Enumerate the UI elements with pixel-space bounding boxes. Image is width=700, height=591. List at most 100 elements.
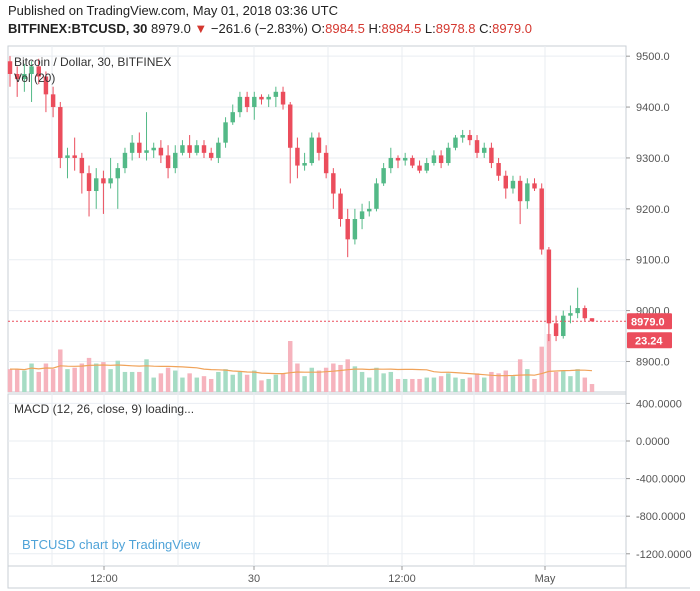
candle-body <box>359 211 365 219</box>
candle-body <box>338 193 343 219</box>
candle-body <box>194 145 200 153</box>
y-tick-label: 9200.0 <box>636 204 670 216</box>
candle-body <box>101 178 106 184</box>
volume-bar <box>525 369 530 392</box>
candle-body <box>453 137 458 148</box>
candle-body <box>381 168 386 184</box>
volume-bar <box>137 371 142 392</box>
y-tick-label: 9400.0 <box>636 102 670 114</box>
candle-body <box>388 157 394 169</box>
candle-body <box>460 135 465 138</box>
candle-body <box>316 137 322 153</box>
volume-bar <box>22 370 27 392</box>
volume-bar <box>7 369 13 392</box>
volume-bar <box>101 362 106 392</box>
volume-badge-label: 23.24 <box>635 335 663 347</box>
last-price: 8979.0 <box>151 21 191 36</box>
candle-body <box>7 61 13 74</box>
volume-bar <box>86 357 92 392</box>
candle-body <box>367 208 372 212</box>
candle-body <box>58 107 63 158</box>
volume-bar <box>374 367 379 392</box>
candle-body <box>374 183 379 209</box>
published-line: Published on TradingView.com, May 01, 20… <box>8 3 339 18</box>
volume-bar <box>438 376 444 392</box>
candle-body <box>309 137 315 164</box>
volume-bar <box>575 369 580 392</box>
x-tick-label: 30 <box>248 573 260 585</box>
volume-bar <box>561 370 566 392</box>
low-value: 8978.8 <box>435 21 476 36</box>
volume-bar <box>431 377 437 392</box>
x-tick-label: 12:00 <box>388 573 416 585</box>
chart-legend-title: Bitcoin / Dollar, 30, BITFINEX <box>14 55 171 69</box>
symbol-quote-line: BITFINEX:BTCUSD, 30 8979.0 ▼ −261.6 (−2.… <box>8 21 532 36</box>
open-label: O: <box>311 21 326 36</box>
volume-bar <box>266 378 271 392</box>
candle-body <box>108 178 113 184</box>
volume-bar <box>158 373 164 392</box>
macd-legend: MACD (12, 26, close, 9) loading... <box>14 402 194 416</box>
candle-body <box>36 66 41 77</box>
volume-bar <box>216 371 221 392</box>
candle-body <box>165 155 171 169</box>
watermark: BTCUSD chart by TradingView <box>22 537 201 552</box>
candle-body <box>510 180 516 189</box>
close-value: 8979.0 <box>492 21 532 36</box>
volume-bar <box>424 377 429 392</box>
symbol-label: BITFINEX:BTCUSD, 30 <box>8 21 148 36</box>
volume-bar <box>43 363 49 392</box>
candle-body <box>244 96 250 108</box>
volume-bar <box>273 374 279 392</box>
volume-bar <box>259 380 264 392</box>
volume-bar <box>29 363 34 392</box>
candle-body <box>65 155 70 158</box>
candle-body <box>424 163 429 171</box>
volume-bar <box>331 363 336 392</box>
y-tick-label: 8900.0 <box>636 356 670 368</box>
candle-body <box>201 145 207 153</box>
volume-bar <box>287 341 293 392</box>
candle-body <box>180 145 185 153</box>
candle-body <box>582 308 588 319</box>
candle-body <box>302 163 307 166</box>
price-pane <box>7 45 627 393</box>
volume-bar <box>467 377 473 392</box>
candle-body <box>525 183 530 202</box>
volume-bar <box>79 363 85 392</box>
volume-bar <box>546 334 552 392</box>
volume-bar <box>489 371 494 392</box>
candle-body <box>568 313 573 316</box>
volume-bar <box>503 370 509 392</box>
volume-bar <box>173 370 178 392</box>
volume-bar <box>460 378 465 392</box>
price-badge-label: 8979.0 <box>631 316 665 328</box>
volume-bar <box>474 373 480 392</box>
candle-body <box>187 145 192 153</box>
volume-bar <box>208 378 214 392</box>
candle-body <box>446 147 451 164</box>
volume-bar <box>295 363 300 392</box>
volume-bar <box>58 349 63 392</box>
candle-body <box>137 142 142 153</box>
macd-tick-label: 0.0000 <box>636 436 670 448</box>
macd-tick-label: -1200.0000 <box>636 549 692 561</box>
volume-bar <box>352 366 358 392</box>
price-change: −261.6 (−2.83%) <box>210 21 308 36</box>
volume-bar <box>144 359 149 392</box>
volume-bar <box>280 373 286 392</box>
candle-body <box>331 173 336 194</box>
candle-body <box>50 94 56 108</box>
candle-body <box>129 142 135 153</box>
candle-body <box>151 147 156 151</box>
volume-bar <box>446 373 451 392</box>
macd-tick-label: -400.0000 <box>636 474 686 486</box>
candle-body <box>287 104 293 148</box>
candle-body <box>561 315 566 337</box>
candle-body <box>14 73 20 80</box>
down-arrow-icon: ▼ <box>194 21 208 36</box>
candle-body <box>517 180 523 202</box>
volume-bar <box>381 373 386 392</box>
volume-bar <box>252 370 257 392</box>
